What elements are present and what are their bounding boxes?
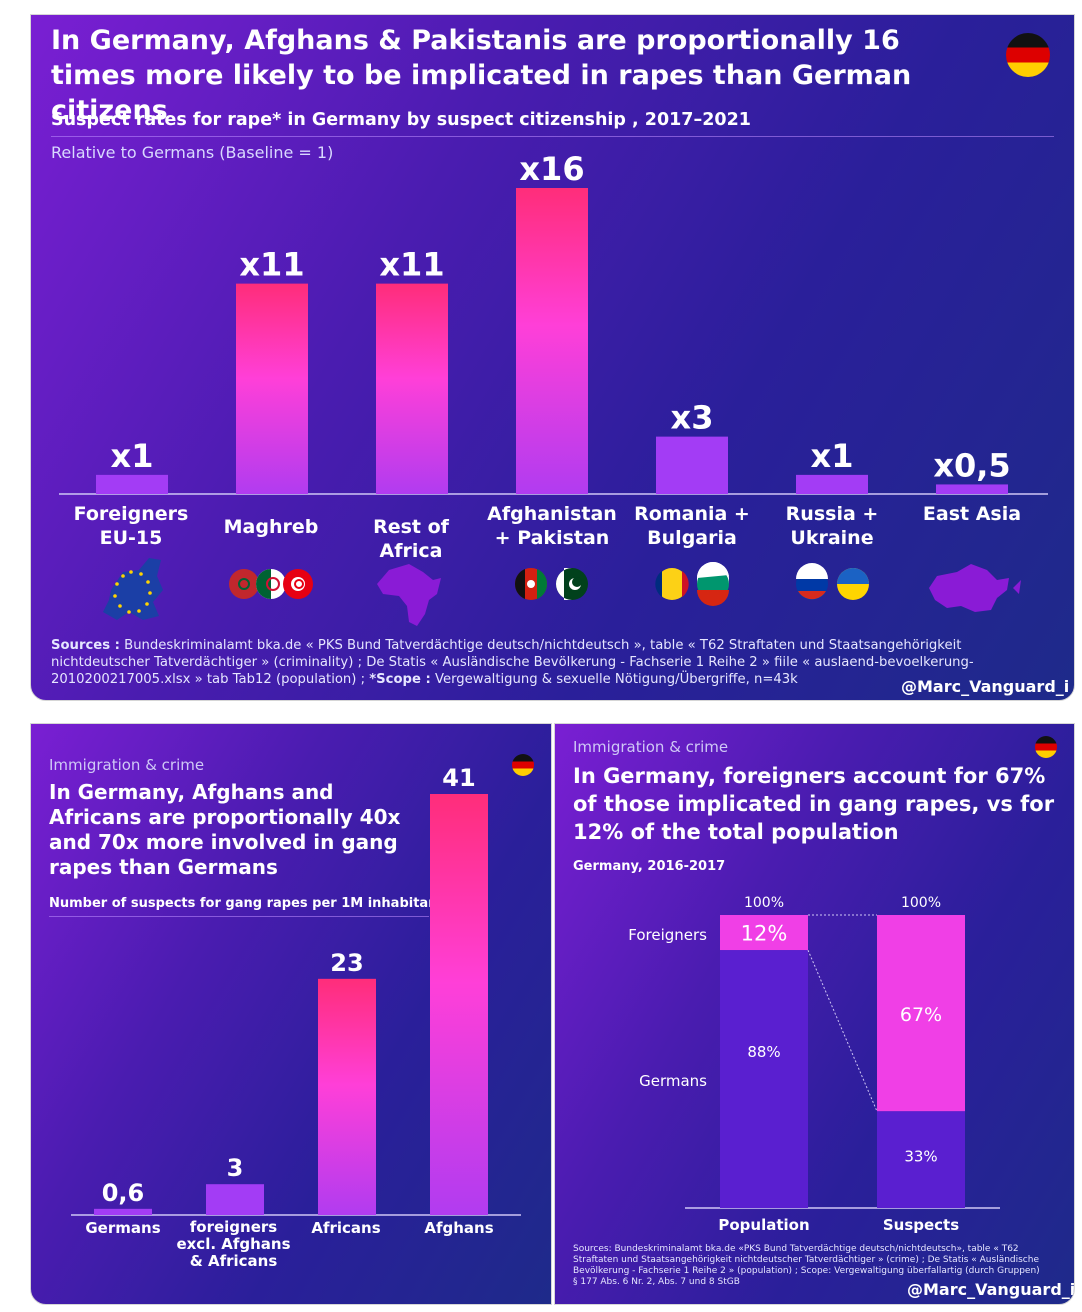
category-label: Afghanistan + Pakistan bbox=[487, 503, 617, 549]
category-label: Russia + Ukraine bbox=[785, 503, 879, 549]
panel2-subtitle: Number of suspects for gang rapes per 1M… bbox=[49, 896, 444, 911]
data-label: x1 bbox=[111, 437, 154, 475]
bar bbox=[236, 283, 308, 494]
icon-row bbox=[103, 557, 1021, 626]
category-label: Suspects bbox=[883, 1216, 959, 1234]
bar bbox=[94, 1208, 152, 1215]
gang-rape-per-million-panel: Immigration & crime In Germany, Afghans … bbox=[30, 723, 552, 1305]
germans-value: 33% bbox=[904, 1148, 937, 1166]
afghanistan-pakistan-flags-icon bbox=[514, 568, 588, 600]
panel2-title: In Germany, Afghans and Africans are pro… bbox=[49, 780, 401, 879]
panel1-title: In Germany, Afghans & Pakistanis are pro… bbox=[51, 25, 912, 126]
bar bbox=[376, 283, 448, 494]
data-label: 41 bbox=[442, 764, 475, 792]
bar bbox=[656, 436, 728, 494]
category-label: Germans bbox=[85, 1219, 161, 1237]
sources-body: Bundeskriminalamt bka.de « PKS Bund Tatv… bbox=[51, 638, 974, 687]
panel3-category: Immigration & crime bbox=[573, 738, 729, 756]
data-label: 3 bbox=[227, 1154, 244, 1182]
category-label: Foreigners EU-15 bbox=[73, 503, 189, 549]
russia-ukraine-flags-icon bbox=[796, 563, 869, 600]
category-label: Rest of Africa bbox=[373, 516, 449, 562]
bar bbox=[516, 188, 588, 494]
germans-segment bbox=[877, 1111, 965, 1208]
total-label: 100% bbox=[744, 895, 784, 911]
sources-text: Sources : Bundeskriminalamt bka.de « PKS… bbox=[51, 637, 1041, 688]
germany-flag-icon bbox=[1035, 736, 1057, 758]
maghreb-flags-icon bbox=[229, 569, 313, 599]
bar bbox=[796, 474, 868, 494]
bar bbox=[936, 484, 1008, 494]
data-label: 0,6 bbox=[102, 1179, 145, 1207]
rape-rates-panel: In Germany, Afghans & Pakistanis are pro… bbox=[30, 14, 1075, 701]
bar bbox=[430, 794, 488, 1215]
panel3-title: In Germany, foreigners account for 67% o… bbox=[573, 764, 1055, 844]
germany-flag-icon bbox=[1006, 33, 1050, 77]
romania-bulgaria-flags-icon bbox=[655, 557, 729, 606]
baseline-note: Relative to Germans (Baseline = 1) bbox=[51, 143, 334, 162]
data-label: x16 bbox=[519, 150, 584, 188]
category-label: Romania + Bulgaria bbox=[634, 503, 750, 549]
author-handle: @Marc_Vanguard_i bbox=[901, 677, 1070, 696]
data-label: 23 bbox=[330, 949, 363, 977]
east-asia-map-icon bbox=[929, 564, 1021, 612]
rape-rate-bar-chart: x1 x11 x11 x16 x3 x1 x0,5 bbox=[59, 150, 1048, 495]
germany-flag-icon bbox=[512, 754, 534, 776]
data-label: x3 bbox=[671, 399, 714, 437]
germans-segment bbox=[720, 950, 808, 1208]
bar bbox=[206, 1184, 264, 1215]
foreigners-segment bbox=[877, 915, 965, 1112]
foreigners-value: 67% bbox=[900, 1004, 942, 1026]
foreigners-share-panel: Immigration & crime In Germany, foreigne… bbox=[554, 723, 1075, 1305]
category-label: Population bbox=[718, 1216, 809, 1234]
scope-label: *Scope : bbox=[369, 672, 431, 687]
scope-body: Vergewaltigung & sexuelle Nötigung/Überg… bbox=[435, 672, 798, 687]
bar bbox=[96, 474, 168, 494]
split-connector bbox=[807, 949, 878, 1112]
bar bbox=[318, 978, 376, 1215]
sources-label: Sources : bbox=[51, 638, 120, 653]
series-label-foreigners: Foreigners bbox=[628, 926, 707, 944]
total-label: 100% bbox=[901, 895, 941, 911]
category-label: foreigners excl. Afghans & Africans bbox=[176, 1218, 291, 1270]
data-label: x1 bbox=[811, 437, 854, 475]
author-handle: @Marc_Vanguard_i bbox=[907, 1280, 1075, 1299]
category-label: Africans bbox=[311, 1219, 381, 1237]
data-label: x11 bbox=[379, 246, 444, 284]
panel3-subtitle: Germany, 2016-2017 bbox=[573, 859, 726, 874]
sources-text: Sources: Bundeskriminalamt bka.de «PKS B… bbox=[573, 1244, 1040, 1287]
panel2-category: Immigration & crime bbox=[49, 756, 205, 774]
foreigners-value: 12% bbox=[741, 922, 788, 946]
data-label: x0,5 bbox=[933, 446, 1010, 484]
series-label-germans: Germans bbox=[639, 1072, 707, 1090]
foreigners-segment bbox=[720, 915, 808, 951]
germans-value: 88% bbox=[747, 1043, 780, 1061]
gang-rape-bar-chart: 0,6 3 23 41 bbox=[71, 764, 521, 1216]
panel1-subtitle: Suspect rates for rape* in Germany by su… bbox=[51, 110, 751, 130]
category-label: Afghans bbox=[424, 1219, 494, 1237]
category-label: Maghreb bbox=[223, 516, 319, 538]
category-label: East Asia bbox=[922, 503, 1022, 525]
data-label: x11 bbox=[239, 246, 304, 284]
eu-map-icon bbox=[103, 558, 163, 620]
africa-map-icon bbox=[377, 564, 441, 626]
stacked-share-chart: 100% 12% 88% Population 100% 67% 33% Suspects Fo… bbox=[628, 895, 1000, 1234]
